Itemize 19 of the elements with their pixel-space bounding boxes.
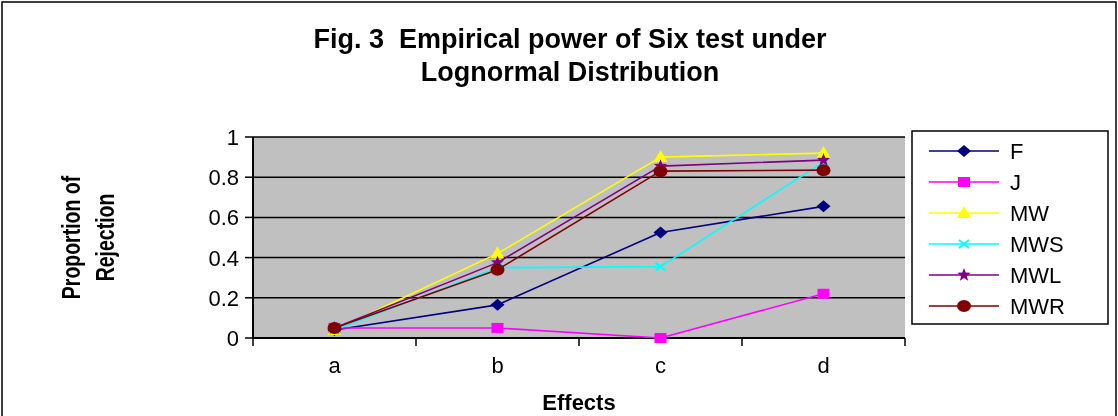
y-tick-label: 1 [226,125,239,150]
x-tick-label: d [817,353,830,378]
legend-label: F [1010,139,1024,164]
y-tick-label: 0 [226,326,239,351]
legend-label: MWL [1010,263,1062,288]
x-tick-label: b [491,353,504,378]
legend-label: MW [1010,201,1050,226]
chart-title: Fig. 3 Empirical power of Six test under Lognormal Distribution [313,24,828,87]
legend-label: J [1010,170,1021,195]
legend-label: MWS [1010,232,1064,257]
legend-label: MWR [1010,294,1065,319]
y-tick-label: 0.2 [208,285,239,311]
x-tick-label: a [328,353,342,378]
y-axis-title: Proportion of Rejection [56,175,120,300]
x-axis-title: Effects [542,390,616,415]
y-tick-label: 0.6 [208,205,239,231]
x-tick-label: c [655,353,666,378]
y-tick-label: 0.4 [208,245,239,271]
y-tick-label: 0.8 [208,165,239,191]
